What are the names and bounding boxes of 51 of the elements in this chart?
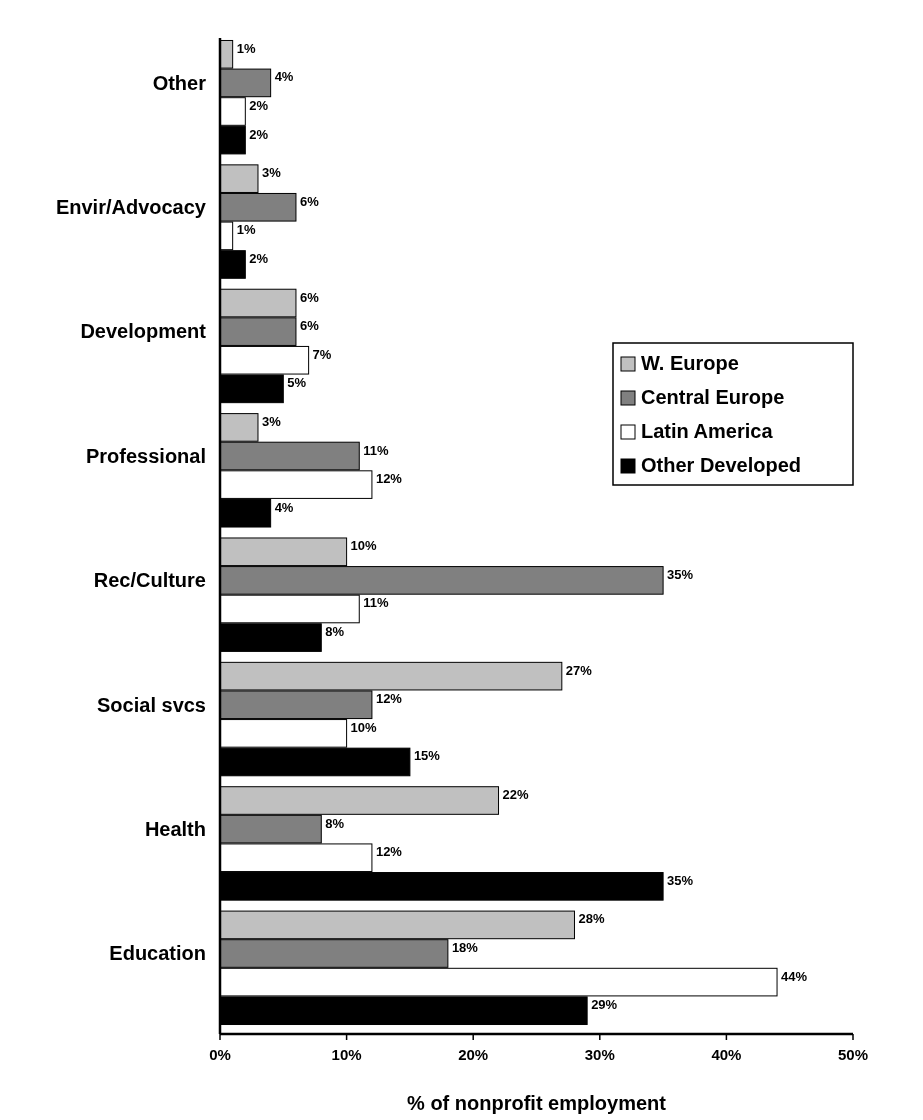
legend-label: Central Europe [641,386,785,408]
x-axis-title: % of nonprofit employment [407,1092,667,1114]
data-label: 28% [578,911,605,927]
data-label: 29% [591,997,618,1013]
data-label: 3% [261,165,282,181]
x-tick-label: 30% [584,1046,615,1063]
x-tick-label: 20% [458,1046,489,1063]
data-label: 2% [249,250,269,266]
y-tick-label: Envir/Advocacy [55,196,207,219]
data-label: 12% [375,691,403,707]
y-tick-label: Education [109,942,206,965]
y-tick-label: Social svcs [97,693,206,716]
data-label: 22% [502,787,529,803]
data-label: 27% [565,662,593,678]
legend-label: Latin America [641,420,774,442]
data-label: 44% [781,968,808,984]
data-label: 3% [261,413,282,429]
data-label: 18% [451,940,479,955]
x-tick-label: 40% [711,1046,742,1063]
data-label: 12% [375,844,403,860]
y-tick-label: Professional [85,444,206,467]
data-label: 1% [236,40,256,56]
x-tick-label: 0% [209,1046,231,1063]
data-label: 4% [274,69,294,85]
data-label: 15% [413,748,441,764]
data-label: 8% [325,815,345,831]
data-label: 6% [299,289,320,305]
data-label: 5% [287,375,307,391]
y-tick-label: Rec/Culture [93,569,206,592]
data-label: 11% [363,442,389,458]
data-label: 1% [236,222,256,238]
data-label: 2% [249,126,269,142]
legend-label: Other Developed [641,454,802,476]
data-label: 10% [350,719,378,735]
y-tick-label: Health [144,817,206,840]
x-tick-label: 10% [331,1046,362,1063]
legend-label: W. Europe [641,352,739,374]
y-tick-label: Other [152,71,207,94]
data-label: 35% [667,566,694,582]
data-label: 6% [299,318,320,334]
data-label: 8% [325,624,345,640]
data-label: 10% [350,538,378,554]
data-label: 4% [274,499,294,515]
data-label: 35% [667,872,694,888]
data-label: 12% [375,471,403,487]
data-label: 11% [363,595,389,611]
x-tick-label: 50% [837,1046,869,1063]
data-label: 7% [312,346,332,362]
data-label: 2% [249,98,269,113]
y-tick-label: Development [80,320,207,343]
data-label: 6% [299,193,320,209]
